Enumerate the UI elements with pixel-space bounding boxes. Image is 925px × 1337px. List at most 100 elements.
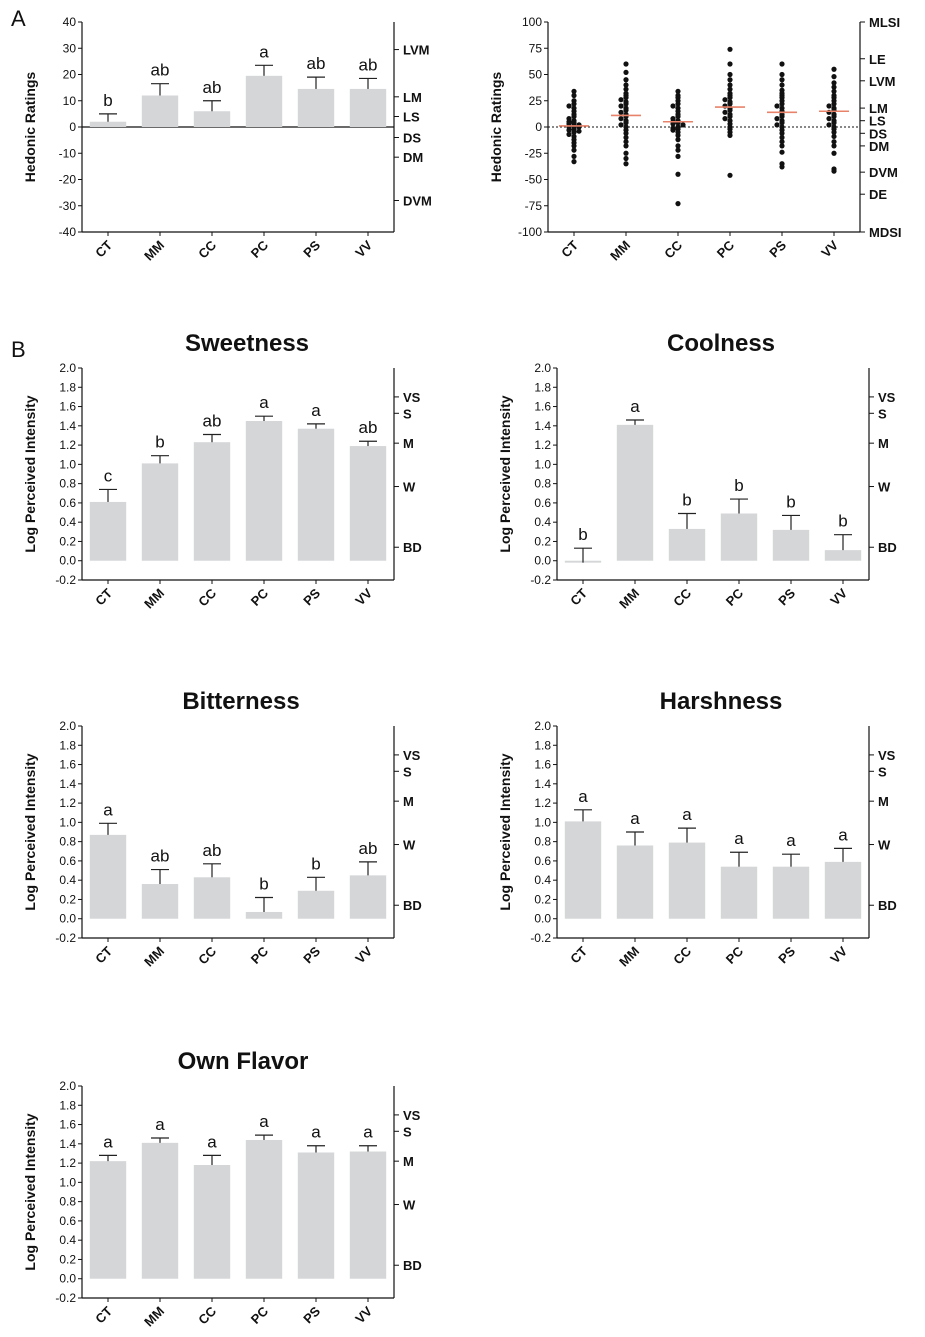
x-tick-label: PC bbox=[248, 237, 272, 261]
significance-letter: a bbox=[259, 393, 269, 412]
data-point bbox=[831, 120, 837, 126]
data-point bbox=[623, 101, 629, 107]
x-tick-label: CC bbox=[195, 237, 219, 261]
data-point bbox=[779, 61, 785, 67]
right-axis-label: DS bbox=[869, 126, 887, 141]
data-point bbox=[623, 130, 629, 136]
bar bbox=[824, 550, 862, 561]
y-tick-label: -0.2 bbox=[55, 931, 76, 945]
y-tick-label: 0.0 bbox=[534, 554, 551, 568]
right-axis-label: W bbox=[878, 480, 891, 495]
x-tick-label: MM bbox=[141, 944, 167, 970]
chart-coolness: Coolness Log Perceived Intensity -0.2 0.0 0.… bbox=[497, 330, 897, 611]
x-tick-label: VV bbox=[352, 1303, 375, 1326]
data-point bbox=[618, 116, 624, 122]
right-axis-label: M bbox=[878, 794, 889, 809]
x-tick-label: CT bbox=[92, 237, 115, 260]
x-tick-label: CT bbox=[92, 1303, 115, 1326]
x-tick-label: VV bbox=[352, 585, 375, 608]
data-point bbox=[826, 122, 832, 128]
significance-letter: a bbox=[682, 805, 692, 824]
y-tick-label: 0.6 bbox=[59, 854, 76, 868]
data-point bbox=[826, 103, 832, 109]
data-point bbox=[831, 139, 837, 145]
bar bbox=[668, 528, 706, 561]
bar bbox=[720, 513, 758, 561]
data-point bbox=[779, 113, 785, 120]
chart-bitterness: Bitterness Log Perceived Intensity -0.2 0.0… bbox=[22, 688, 422, 969]
y-tick-label: 0.6 bbox=[534, 854, 551, 868]
significance-letter: a bbox=[311, 1123, 321, 1142]
data-point bbox=[722, 116, 728, 122]
bar bbox=[720, 866, 758, 919]
right-axis-label: LS bbox=[403, 110, 420, 125]
y-axis-label: Log Perceived Intensity bbox=[22, 1113, 38, 1270]
chart-sweetness: Sweetness Log Perceived Intensity -0.2 0.0 0… bbox=[22, 330, 422, 611]
data-point bbox=[680, 122, 686, 128]
y-tick-label: 1.8 bbox=[59, 738, 76, 752]
y-tick-label: 1.6 bbox=[534, 400, 551, 414]
data-point bbox=[675, 137, 681, 143]
data-point bbox=[675, 171, 681, 177]
x-tick-label: PS bbox=[775, 943, 798, 966]
right-axis-label: MLSI bbox=[869, 15, 900, 30]
data-point bbox=[831, 168, 837, 174]
significance-letter: a bbox=[259, 1112, 269, 1131]
right-axis-label: VS bbox=[878, 748, 896, 763]
data-point bbox=[571, 147, 577, 153]
y-tick-label: 30 bbox=[63, 41, 77, 55]
data-point bbox=[675, 132, 681, 138]
right-axis-label: DM bbox=[869, 139, 889, 154]
bar bbox=[141, 463, 179, 561]
bar bbox=[193, 111, 231, 127]
y-tick-label: 0.2 bbox=[59, 1252, 76, 1266]
data-point bbox=[727, 71, 733, 78]
x-tick-label: CC bbox=[670, 585, 694, 609]
bar bbox=[141, 1142, 179, 1279]
data-point bbox=[571, 143, 577, 149]
data-point bbox=[675, 153, 681, 159]
data-point bbox=[774, 122, 780, 128]
panel-label-b: B bbox=[11, 337, 26, 362]
bar bbox=[772, 529, 810, 561]
significance-letter: c bbox=[104, 466, 113, 485]
data-point bbox=[566, 127, 572, 133]
significance-letter: a bbox=[363, 1123, 373, 1142]
chart-own-flavor: Own Flavor Log Perceived Intensity -0.2 0.0… bbox=[22, 1048, 422, 1329]
y-tick-label: 1.6 bbox=[534, 758, 551, 772]
data-point bbox=[831, 80, 837, 86]
y-tick-label: 100 bbox=[522, 15, 542, 29]
right-axis-label: VS bbox=[403, 1108, 421, 1123]
y-axis-label: Hedonic Ratings bbox=[488, 72, 504, 183]
y-tick-label: 0.8 bbox=[534, 835, 551, 849]
bar bbox=[349, 875, 387, 919]
data-point bbox=[727, 172, 733, 178]
data-point bbox=[675, 201, 681, 207]
data-point bbox=[675, 101, 681, 107]
y-tick-label: 0.0 bbox=[59, 554, 76, 568]
right-axis-label: LM bbox=[869, 101, 888, 116]
bar bbox=[245, 421, 283, 561]
x-tick-label: CT bbox=[92, 585, 115, 608]
data-point bbox=[670, 127, 676, 133]
x-tick-label: CT bbox=[567, 585, 590, 608]
x-tick-label: MM bbox=[616, 944, 642, 970]
x-tick-label: CT bbox=[558, 237, 581, 260]
x-tick-label: PS bbox=[300, 585, 323, 608]
right-axis-label: M bbox=[403, 1154, 414, 1169]
data-point bbox=[779, 149, 785, 155]
x-tick-label: PC bbox=[723, 943, 747, 967]
right-axis-label: BD bbox=[878, 540, 897, 555]
significance-letter: a bbox=[259, 42, 269, 61]
data-point bbox=[623, 150, 629, 156]
right-axis-label: LS bbox=[869, 114, 886, 129]
significance-letter: ab bbox=[151, 847, 170, 866]
significance-letter: b bbox=[578, 525, 587, 544]
significance-letter: ab bbox=[203, 841, 222, 860]
bar bbox=[824, 861, 862, 919]
significance-letter: b bbox=[311, 854, 320, 873]
y-tick-label: -10 bbox=[59, 146, 77, 160]
y-tick-label: 0.8 bbox=[59, 835, 76, 849]
y-tick-label: 2.0 bbox=[534, 719, 551, 733]
panel-label-a: A bbox=[11, 6, 26, 31]
